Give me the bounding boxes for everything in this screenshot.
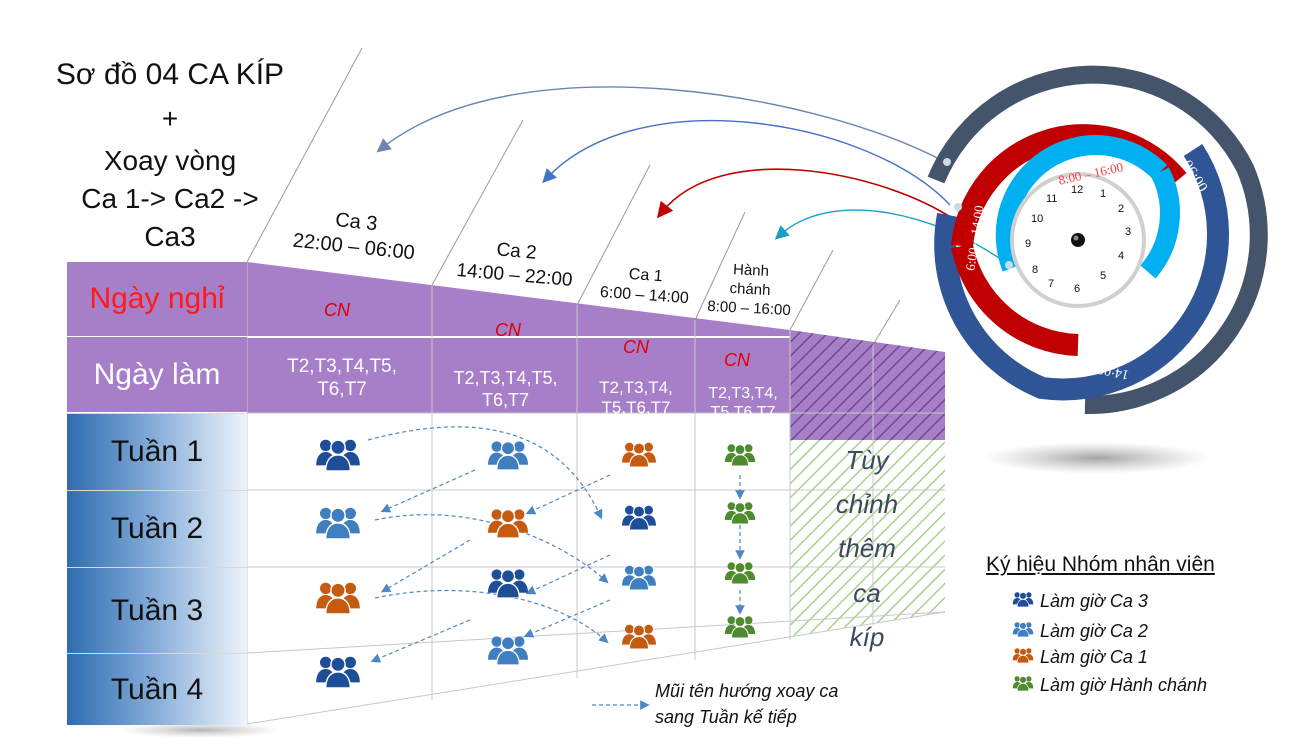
people-group-icon	[487, 632, 529, 670]
legend-label: Làm giờ Ca 2	[1040, 620, 1148, 641]
people-group-icon	[724, 613, 756, 643]
clock-number: 5	[1100, 270, 1107, 282]
off-day-hanh-chanh: CN	[724, 350, 750, 370]
off-day-ca3: CN	[324, 300, 350, 320]
arrow-note: Mũi tên hướng xoay ca sang Tuần kế tiếp	[655, 678, 838, 730]
work-days-line: T2,T3,T4,T5,	[453, 368, 558, 388]
people-group-icon	[724, 559, 756, 589]
diagram-title: Sơ đồ 04 CA KÍP	[55, 58, 285, 91]
custom-shift-line: Tùy	[845, 445, 889, 475]
people-group-icon	[487, 565, 529, 603]
clock-number: 10	[1031, 213, 1044, 225]
people-group-icon	[621, 562, 657, 595]
people-group-icon	[1012, 674, 1034, 696]
arrow-note-line: Mũi tên hướng xoay ca	[655, 681, 839, 701]
people-group-icon	[621, 621, 657, 654]
people-group-icon	[315, 435, 361, 476]
off-day-ca2: CN	[495, 320, 521, 340]
work-days-ca3: T2,T3,T4,T5, T6,T7	[262, 356, 422, 402]
people-group-icon	[1012, 620, 1034, 642]
column-header-ca1: Ca 1 6:00 – 14:00	[589, 262, 702, 310]
row-label-week-3: Tuần 3	[67, 567, 247, 653]
work-days-line: T2,T3,T4,	[599, 378, 673, 397]
work-days-hanh-chanh: T2,T3,T4, T5,T6,T7	[697, 384, 789, 422]
work-days-ca1: T2,T3,T4, T5,T6,T7	[580, 378, 692, 419]
legend-item-ca2: Làm giờ Ca 2	[1012, 620, 1148, 642]
arrow-note-line: sang Tuần kế tiếp	[655, 707, 797, 728]
clock-number: 4	[1118, 250, 1125, 262]
custom-shift-line: kíp	[849, 621, 885, 652]
custom-shift-line: chỉnh	[835, 489, 899, 520]
clock-center	[1071, 233, 1085, 247]
row-label-work-day: Ngày làm	[67, 337, 247, 414]
people-group-icon	[621, 439, 657, 472]
legend-item-ca1: Làm giờ Ca 1	[1012, 646, 1148, 668]
clock-number: 7	[1048, 278, 1055, 290]
work-days-line: T2,T3,T4,	[708, 385, 778, 402]
title-sequence: Ca 1-> Ca2 ->	[81, 183, 259, 214]
people-group-icon	[487, 437, 529, 475]
ring-22-06	[927, 65, 1268, 415]
ring-8-16	[995, 135, 1168, 272]
people-group-icon	[724, 441, 756, 471]
clock-number: 11	[1046, 193, 1058, 205]
legend-item-hanh-chanh: Làm giờ Hành chánh	[1012, 674, 1207, 696]
title-plus: +	[161, 103, 179, 134]
work-days-line: T6,T7	[481, 389, 529, 410]
clock-number: 12	[1071, 184, 1084, 196]
work-day-band	[247, 337, 790, 413]
column-header-hanh-chanh: Hành chánh 8:00 – 16:00	[699, 259, 802, 320]
ring-6-14	[951, 243, 1079, 356]
people-group-icon	[1012, 590, 1034, 612]
work-days-ca2: T2,T3,T4,T5, T6,T7	[438, 368, 573, 411]
clock-number: 6	[1074, 283, 1081, 295]
row-label-off-day: Ngày nghỉ	[67, 262, 247, 338]
clock-number: 3	[1125, 226, 1132, 238]
custom-shift-text: Tùy chỉnh thêm ca kíp	[822, 438, 912, 659]
clock-number: 1	[1100, 188, 1107, 200]
row-label-week-2: Tuần 2	[67, 490, 247, 567]
legend-label: Làm giờ Ca 1	[1040, 646, 1148, 667]
people-group-icon	[724, 499, 756, 529]
custom-shift-area	[790, 440, 945, 636]
clock-number: 8	[1032, 264, 1039, 276]
clock-number: 2	[1118, 203, 1125, 215]
people-group-icon	[315, 652, 361, 693]
row-label-week-1: Tuần 1	[67, 413, 247, 490]
work-days-line: T6,T7	[317, 378, 367, 400]
people-group-icon	[315, 503, 361, 544]
off-day-band	[247, 262, 790, 337]
legend-label: Làm giờ Ca 3	[1040, 590, 1148, 611]
clock-number: 9	[1025, 238, 1032, 250]
people-group-icon	[315, 578, 361, 619]
people-group-icon	[1012, 646, 1034, 668]
work-days-line: T5,T6,T7	[601, 398, 671, 418]
row-label-week-4: Tuần 4	[67, 653, 247, 725]
extra-column-header-hatch	[790, 330, 945, 440]
people-group-icon	[487, 505, 529, 543]
people-group-icon	[621, 502, 657, 535]
ring-14-22	[934, 144, 1230, 401]
legend-title: Ký hiệu Nhóm nhân viên	[986, 553, 1215, 576]
off-day-ca1: CN	[623, 337, 649, 357]
legend-item-ca3: Làm giờ Ca 3	[1012, 590, 1148, 612]
legend-label: Làm giờ Hành chánh	[1040, 674, 1207, 695]
work-days-line: T5,T6,T7	[710, 404, 776, 422]
title-sequence-end: Ca3	[144, 221, 196, 252]
custom-shift-line: thêm ca	[838, 533, 896, 608]
title-rotation: Xoay vòng	[103, 145, 237, 176]
work-days-line: T2,T3,T4,T5,	[287, 356, 397, 377]
